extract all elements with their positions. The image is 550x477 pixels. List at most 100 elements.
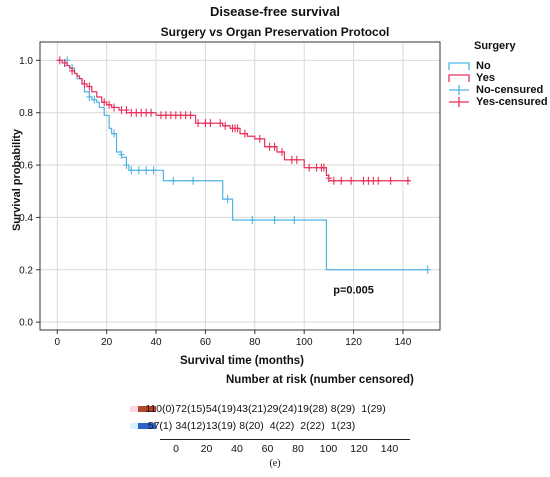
y-tick-label: 0.6 [19, 161, 33, 172]
censor-mark-yes [387, 176, 394, 185]
risk-cell: 29(24) [266, 403, 298, 415]
chart-title: Disease-free survival [209, 4, 341, 19]
censor-mark-no [111, 129, 118, 138]
x-tick-label: 20 [101, 337, 113, 348]
censor-mark-no [143, 166, 150, 175]
x-tick-label: 60 [200, 337, 212, 348]
risk-tick-label: 20 [200, 443, 213, 455]
censor-mark-no [224, 195, 231, 204]
censor-mark-yes [330, 176, 337, 185]
risk-tick-label: 80 [292, 443, 304, 455]
risk-row-swatch [138, 423, 156, 429]
censor-mark-yes [148, 108, 155, 117]
censor-mark-yes [234, 124, 241, 133]
risk-cell: 19(28) [297, 403, 328, 415]
censor-mark-yes [256, 134, 263, 143]
risk-cell: 110(0) [145, 403, 175, 415]
risk-row-yes: 110(0) 72(15) 54(19) 43(21) 29(24) 19(28) 8(29… [130, 403, 430, 417]
legend-censor-symbol [449, 97, 469, 107]
legend-label: Yes-censured [476, 96, 548, 108]
legend-label: Yes [476, 72, 495, 84]
censor-mark-yes [271, 142, 278, 151]
censor-mark-yes [106, 100, 113, 109]
censor-mark-yes [81, 79, 88, 88]
censor-mark-yes [111, 103, 118, 112]
censor-mark-yes [69, 66, 76, 75]
censor-mark-yes [101, 98, 108, 107]
risk-tick-label: 120 [350, 443, 368, 455]
censor-mark-no [150, 166, 157, 175]
legend-label: No [476, 60, 491, 72]
legend-item: Yes [446, 72, 548, 84]
legend-title: Surgery [474, 40, 516, 52]
censor-mark-yes [195, 119, 202, 128]
censor-mark-yes [241, 129, 248, 138]
risk-cell: 34(12) [175, 420, 206, 432]
censor-mark-no [291, 216, 298, 225]
censor-mark-yes [306, 163, 313, 172]
x-tick-label: 80 [249, 337, 261, 348]
legend-step-symbol [448, 62, 470, 70]
x-tick-label: 100 [296, 337, 313, 348]
risk-cell: 13(19) [205, 420, 237, 432]
censor-mark-yes [187, 111, 194, 120]
censor-mark-no [128, 166, 135, 175]
legend-item: No-censured [446, 84, 548, 96]
y-tick-label: 0.8 [19, 108, 33, 119]
chart-subtitle: Surgery vs Organ Preservation Protocol [160, 25, 390, 39]
survival-curve-yes [57, 59, 411, 182]
x-axis-label: Survival time (months) [180, 355, 304, 367]
risk-cell: 2(22) [300, 420, 325, 432]
censor-mark-yes [338, 176, 345, 185]
censor-mark-yes [348, 176, 355, 185]
censor-mark-no [118, 150, 125, 159]
x-tick-label: 40 [150, 337, 162, 348]
figure-caption: (e) [269, 458, 281, 469]
legend-item: No [446, 60, 548, 72]
censor-mark-yes [293, 155, 300, 164]
risk-tick-label: 140 [380, 443, 399, 455]
risk-cell: 1(23) [330, 420, 356, 432]
plot-frame [39, 41, 441, 331]
censor-mark-yes [207, 119, 214, 128]
risk-cell: 8(20) [239, 420, 264, 432]
censor-mark-yes [123, 106, 130, 115]
x-tick-label: 0 [55, 337, 61, 348]
risk-table-title: Number at risk (number censored) [226, 374, 414, 386]
risk-cell: 1(29) [361, 403, 386, 415]
x-tick-label: 140 [395, 337, 412, 348]
censor-mark-no [86, 92, 93, 101]
risk-tick-label: 0 [173, 443, 179, 455]
risk-cell: 57(1) [147, 420, 173, 432]
legend-censor-symbol [449, 85, 469, 95]
legend-label: No-censured [476, 84, 544, 96]
censor-mark-yes [278, 147, 285, 156]
censor-mark-no [170, 176, 177, 185]
censor-mark-yes [375, 176, 382, 185]
risk-tick-label: 100 [319, 443, 338, 455]
y-tick-label: 1.0 [19, 56, 33, 67]
censor-mark-yes [56, 56, 63, 65]
censor-mark-yes [404, 176, 411, 185]
risk-table-axis-line [160, 439, 410, 440]
x-tick-label: 120 [345, 337, 362, 348]
risk-cell: 43(21) [236, 403, 267, 415]
risk-cell: 72(15) [175, 403, 206, 415]
risk-tick-label: 40 [231, 443, 243, 455]
risk-cell: 4(22) [269, 420, 295, 432]
legend: Surgery No Yes No-censured Yes-censured [446, 40, 548, 108]
censor-mark-yes [222, 121, 229, 130]
legend-step-symbol [448, 74, 470, 82]
risk-tick-label: 60 [261, 443, 274, 455]
censor-mark-no [249, 216, 256, 225]
censor-mark-no [135, 166, 142, 175]
y-tick-label: 0.4 [19, 213, 33, 224]
censor-mark-no [91, 95, 98, 104]
risk-cell: 54(19) [205, 403, 237, 415]
y-tick-label: 0.0 [19, 318, 33, 329]
censor-mark-no [271, 216, 278, 225]
risk-row-swatch [138, 406, 156, 412]
censor-mark-no [190, 176, 197, 185]
censor-mark-no [424, 265, 431, 274]
y-tick-label: 0.2 [19, 265, 33, 276]
